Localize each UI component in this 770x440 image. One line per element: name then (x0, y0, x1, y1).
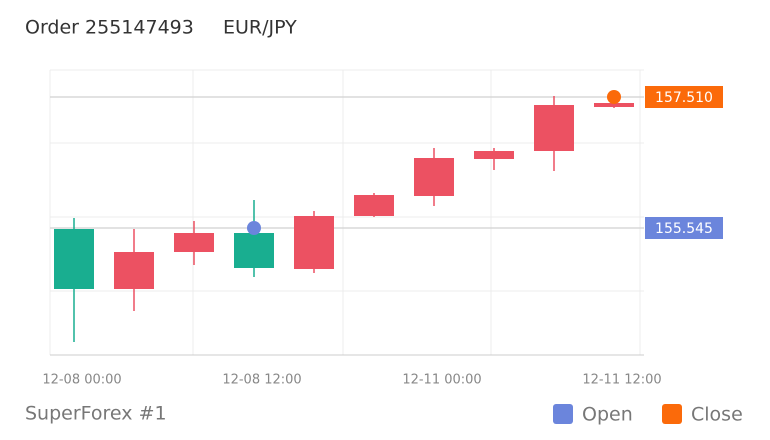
candle-body (54, 229, 94, 289)
price-tag (645, 86, 723, 108)
symbol: EUR/JPY (223, 17, 297, 39)
legend-label: Open (582, 404, 633, 426)
price-label: 157.510 (655, 90, 713, 106)
order-title: Order 255147493 (25, 17, 194, 39)
candle-body (234, 233, 274, 268)
legend-label: Close (691, 404, 743, 426)
price-label: 155.545 (655, 221, 713, 237)
candle-body (294, 216, 334, 269)
candle-body (474, 151, 514, 159)
x-tick-label: 12-11 12:00 (582, 373, 661, 388)
x-tick-label: 12-08 12:00 (222, 373, 301, 388)
candle-body (414, 158, 454, 196)
x-tick-label: 12-08 00:00 (42, 373, 121, 388)
marker (247, 221, 261, 235)
candle-body (594, 103, 634, 107)
candle-body (354, 195, 394, 216)
legend-swatch (662, 404, 682, 424)
candle-body (174, 233, 214, 252)
candle-body (534, 105, 574, 151)
account: SuperForex #1 (25, 403, 167, 425)
price-tag (645, 217, 723, 239)
candle-body (114, 252, 154, 289)
grid (49, 69, 644, 356)
x-tick-label: 12-11 00:00 (402, 373, 481, 388)
legend-swatch (553, 404, 573, 424)
marker (607, 90, 621, 104)
